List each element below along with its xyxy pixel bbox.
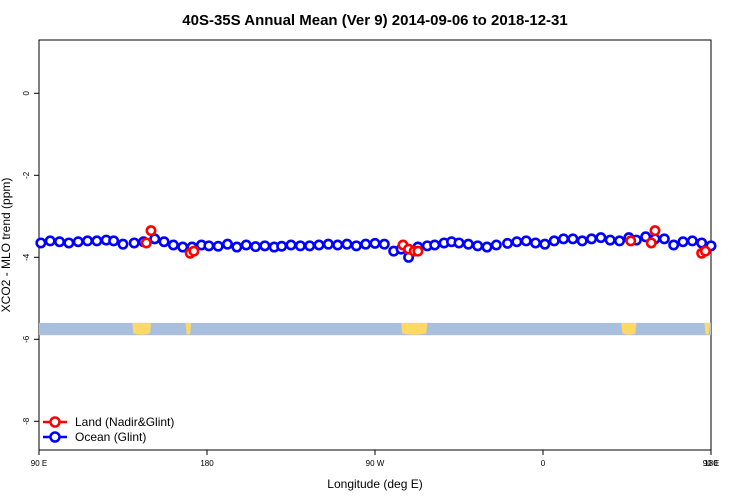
ocean-point (259, 240, 271, 252)
ocean-point (54, 236, 66, 248)
ocean-point (72, 236, 84, 248)
land-point (649, 225, 661, 237)
ocean-point (595, 232, 607, 244)
ocean-point (369, 237, 381, 249)
map-land-blob (401, 322, 428, 335)
series-land (140, 225, 711, 259)
ocean-point (250, 241, 262, 253)
x-tick-label: 180 (704, 459, 718, 468)
ocean-point (576, 235, 588, 247)
ocean-point (332, 239, 344, 251)
ocean-point (63, 237, 75, 249)
legend-label-land: Land (Nadir&Glint) (75, 415, 174, 429)
x-axis-label: Longitude (deg E) (327, 477, 422, 491)
ocean-point (677, 236, 689, 248)
ocean-point (558, 233, 570, 245)
ocean-point (378, 238, 390, 250)
x-tick-label: 90 E (703, 459, 719, 468)
ocean-point (341, 238, 353, 250)
ocean-point (472, 240, 484, 252)
ocean-point (240, 239, 252, 251)
land-point (699, 245, 711, 257)
y-axis-ticks: 0 -2 -4 -6 -8 (22, 91, 39, 425)
x-tick-label: 90 W (366, 459, 385, 468)
land-point (625, 235, 637, 247)
land-point (140, 237, 152, 249)
ocean-point (322, 238, 334, 250)
ocean-point (502, 237, 514, 249)
legend-marker-land (49, 416, 61, 428)
ocean-point (212, 240, 224, 252)
ocean-point (567, 233, 579, 245)
y-tick-label: -8 (22, 417, 31, 425)
ocean-point (117, 238, 129, 250)
x-tick-label: 180 (200, 459, 214, 468)
ocean-point (511, 236, 523, 248)
series-layer (35, 225, 717, 263)
legend-label-ocean: Ocean (Glint) (75, 430, 146, 444)
ocean-point (128, 237, 140, 249)
map-land-blob (185, 322, 192, 335)
ocean-point (231, 241, 243, 253)
ocean-point (490, 239, 502, 251)
ocean-point (548, 235, 560, 247)
y-axis-label: XCO2 - MLO trend (ppm) (0, 178, 13, 313)
y-tick-label: -6 (22, 335, 31, 343)
ocean-point (82, 235, 94, 247)
ocean-point (586, 233, 598, 245)
ocean-point (614, 235, 626, 247)
ocean-point (462, 238, 474, 250)
ocean-point (276, 240, 288, 252)
ocean-point (304, 240, 316, 252)
ocean-point (604, 234, 616, 246)
map-ocean-band (39, 322, 711, 336)
ocean-point (453, 237, 465, 249)
chart-title: 40S-35S Annual Mean (Ver 9) 2014-09-06 t… (182, 12, 567, 29)
ocean-point (313, 239, 325, 251)
ocean-point (350, 240, 362, 252)
ocean-point (44, 235, 56, 247)
land-point (645, 237, 657, 249)
map-strip (39, 322, 711, 336)
y-tick-label: -2 (22, 171, 31, 179)
ocean-point (539, 238, 551, 250)
ocean-point (481, 241, 493, 253)
land-point (188, 245, 200, 257)
ocean-point (658, 233, 670, 245)
y-tick-label: -4 (22, 253, 31, 261)
map-land-blob (704, 322, 711, 335)
ocean-point (294, 240, 306, 252)
ocean-point (285, 239, 297, 251)
ocean-point (520, 235, 532, 247)
ocean-point (177, 241, 189, 253)
ocean-point (360, 238, 372, 250)
ocean-point (158, 236, 170, 248)
ocean-point (668, 239, 680, 251)
ocean-point (530, 237, 542, 249)
x-tick-label: 90 E (31, 459, 47, 468)
series-ocean (35, 231, 717, 263)
map-land-blob (132, 322, 151, 335)
legend: Land (Nadir&Glint) Ocean (Glint) (43, 415, 174, 444)
ocean-point (222, 238, 234, 250)
ocean-point (686, 235, 698, 247)
land-point (412, 245, 424, 257)
land-point (145, 225, 157, 237)
ocean-point (35, 237, 47, 249)
y-tick-label: 0 (22, 91, 31, 96)
ocean-point (108, 235, 120, 247)
ocean-point (167, 239, 179, 251)
ocean-point (91, 235, 103, 247)
legend-marker-ocean (49, 431, 61, 443)
map-land-blob (621, 322, 637, 335)
ocean-point (203, 240, 215, 252)
x-tick-label: 0 (541, 459, 546, 468)
ocean-point (429, 239, 441, 251)
